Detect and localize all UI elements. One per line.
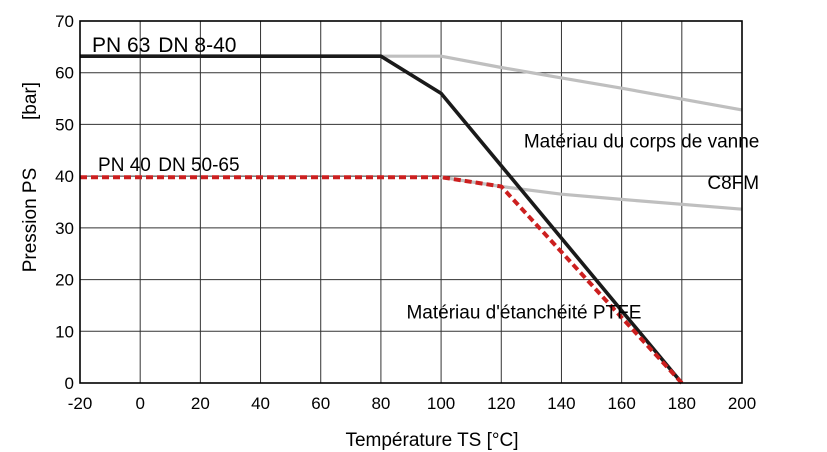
y-axis-unit: [bar] — [20, 82, 41, 120]
annotation-seal_material: Matériau d'étanchéité PTFE — [406, 302, 641, 323]
annotations: PN 63 DN 8-40 PN 40 DN 50-65 Matériau du cor… — [92, 34, 759, 323]
x-tick-label: -20 — [68, 394, 93, 413]
x-tick-label: 200 — [728, 394, 756, 413]
annotation-body_material: Matériau du corps de vanne — [524, 132, 760, 153]
y-tick-label: 40 — [55, 167, 74, 186]
x-tick-label: 120 — [487, 394, 515, 413]
x-tick-label: 20 — [191, 394, 210, 413]
x-tick-label: 0 — [135, 394, 144, 413]
y-tick-label: 10 — [55, 322, 74, 341]
x-tick-label: 160 — [607, 394, 635, 413]
x-tick-label: 80 — [371, 394, 390, 413]
series-line-2 — [80, 54, 684, 385]
plot-frame — [79, 20, 743, 384]
y-axis-label: Pression PS — [20, 168, 41, 273]
annotation-dn5065: DN 50-65 — [158, 155, 239, 176]
y-tick-label: 0 — [65, 374, 74, 393]
series-line-0 — [380, 54, 743, 112]
series-line-3 — [80, 175, 684, 385]
x-axis-label: Température TS [°C] — [345, 430, 518, 451]
y-tick-label: 50 — [55, 115, 74, 134]
x-tick-label: 40 — [251, 394, 270, 413]
annotation-dn840: DN 8-40 — [158, 34, 236, 57]
x-tick-labels: -20 0 20 40 60 80 100 120 140 160 180 200 — [68, 394, 756, 413]
y-tick-labels: 0 10 20 30 40 50 60 70 — [55, 12, 74, 393]
annotation-c8fm: C8FM — [707, 173, 759, 194]
y-tick-label: 70 — [55, 12, 74, 31]
y-tick-label: 30 — [55, 219, 74, 238]
annotation-pn40: PN 40 — [98, 155, 151, 176]
x-tick-label: 140 — [547, 394, 575, 413]
x-tick-label: 60 — [311, 394, 330, 413]
y-tick-label: 20 — [55, 271, 74, 290]
x-tick-label: 100 — [427, 394, 455, 413]
series-group — [80, 54, 743, 385]
y-tick-label: 60 — [55, 64, 74, 83]
x-tick-label: 180 — [668, 394, 696, 413]
annotation-pn63: PN 63 — [92, 34, 150, 57]
series-line-1 — [440, 175, 743, 211]
